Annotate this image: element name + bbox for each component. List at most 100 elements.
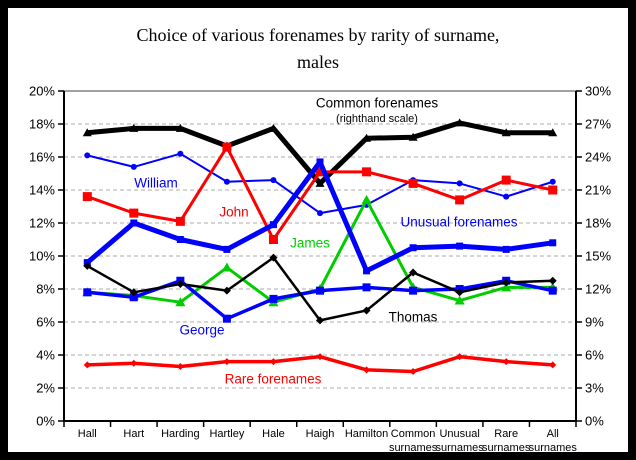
- series-marker-common-forenames: [175, 123, 185, 132]
- series-marker-unusual-forenames: [269, 221, 277, 229]
- right-axis-label: 15%: [585, 249, 611, 264]
- series-marker-john: [82, 192, 92, 202]
- x-axis-label: Haigh: [306, 428, 335, 440]
- x-axis-label: Common: [391, 428, 436, 440]
- series-marker-john: [408, 178, 418, 188]
- series-marker-george: [269, 294, 278, 303]
- series-marker-john: [315, 167, 325, 177]
- series-marker-james: [221, 262, 232, 272]
- left-axis-label: 18%: [29, 117, 55, 132]
- series-marker-john: [501, 175, 511, 185]
- series-marker-john: [268, 235, 278, 244]
- series-marker-william: [456, 180, 463, 187]
- left-axis-label: 14%: [29, 183, 55, 198]
- series-marker-george: [222, 314, 231, 323]
- series-label: Rare forenames: [225, 372, 322, 387]
- series-marker-william: [177, 150, 184, 157]
- series-label: Unusual forenames: [400, 215, 517, 230]
- series-marker-unusual-forenames: [549, 239, 557, 247]
- series-marker-thomas: [83, 261, 92, 270]
- x-axis-label: surnames: [482, 442, 531, 454]
- series-marker-george: [129, 293, 138, 302]
- series-marker-rare-forenames: [456, 353, 464, 361]
- series-marker-unusual-forenames: [130, 219, 138, 227]
- series-label: George: [179, 323, 224, 338]
- left-axis-label: 4%: [36, 348, 55, 363]
- series-marker-rare-forenames: [130, 359, 138, 367]
- series-marker-george: [548, 286, 557, 295]
- x-axis-label: surnames: [435, 442, 484, 454]
- series-marker-unusual-forenames: [316, 158, 324, 166]
- series-marker-william: [270, 177, 277, 184]
- series-marker-common-forenames: [455, 118, 465, 127]
- series-marker-thomas: [409, 268, 418, 277]
- x-axis-label: Hall: [78, 428, 97, 440]
- series-marker-rare-forenames: [409, 368, 417, 375]
- series-label: William: [134, 176, 178, 191]
- series-marker-thomas: [129, 288, 138, 297]
- series-marker-john: [455, 195, 465, 205]
- left-axis-label: 12%: [29, 216, 55, 231]
- series-marker-common-forenames: [362, 133, 372, 142]
- series-marker-rare-forenames: [316, 353, 324, 361]
- series-marker-common-forenames: [82, 128, 92, 137]
- series-marker-thomas: [502, 278, 511, 287]
- x-axis-label: surnames: [529, 442, 578, 454]
- right-axis-label: 30%: [585, 84, 611, 99]
- left-axis-label: 6%: [36, 315, 55, 330]
- series-marker-unusual-forenames: [456, 242, 464, 250]
- series-marker-james: [361, 194, 372, 204]
- series-marker-rare-forenames: [83, 361, 91, 369]
- left-axis-label: 20%: [29, 84, 55, 99]
- series-marker-john: [175, 216, 185, 226]
- x-axis-label: surnames: [389, 442, 438, 454]
- series-marker-common-forenames: [268, 123, 278, 132]
- series-marker-thomas: [176, 280, 185, 289]
- x-axis-label: Unusual: [439, 428, 479, 440]
- chart-title: Choice of various forenames by rarity of…: [8, 22, 628, 76]
- right-axis-label: 18%: [585, 216, 611, 231]
- series-marker-common-forenames: [408, 132, 418, 141]
- series-marker-george: [409, 286, 418, 295]
- series-marker-unusual-forenames: [409, 244, 417, 252]
- series-marker-rare-forenames: [363, 366, 371, 374]
- series-marker-thomas: [316, 316, 324, 325]
- series-marker-william: [84, 152, 91, 159]
- series-marker-thomas: [548, 276, 557, 285]
- right-axis-label: 12%: [585, 282, 611, 297]
- series-marker-john: [222, 142, 232, 152]
- series-marker-rare-forenames: [223, 358, 231, 366]
- series-marker-common-forenames: [129, 123, 139, 132]
- series-marker-unusual-forenames: [502, 245, 510, 253]
- series-marker-william: [317, 210, 323, 217]
- series-marker-rare-forenames: [502, 358, 510, 366]
- series-marker-john: [129, 208, 139, 218]
- left-axis-label: 0%: [36, 414, 55, 429]
- right-axis-label: 0%: [585, 414, 604, 429]
- series-label: James: [290, 236, 330, 251]
- series-marker-william: [549, 178, 556, 185]
- series-marker-rare-forenames: [176, 363, 184, 371]
- right-axis-label: 3%: [585, 381, 604, 396]
- series-label: Thomas: [389, 310, 438, 325]
- series-marker-james: [175, 297, 186, 307]
- series-marker-james: [501, 282, 512, 292]
- x-axis-label: All: [547, 428, 559, 440]
- series-marker-george: [362, 283, 371, 292]
- x-axis-label: Hamilton: [345, 428, 388, 440]
- left-axis-label: 10%: [29, 249, 55, 264]
- right-axis-label: 6%: [585, 348, 604, 363]
- series-marker-unusual-forenames: [363, 267, 371, 275]
- series-label: John: [219, 205, 248, 220]
- x-axis-label: Hale: [262, 428, 285, 440]
- right-axis-label: 21%: [585, 183, 611, 198]
- series-label: (righthand scale): [336, 113, 418, 125]
- left-axis-label: 8%: [36, 282, 55, 297]
- series-marker-thomas: [222, 286, 231, 295]
- left-axis-label: 16%: [29, 150, 55, 165]
- series-marker-william: [130, 163, 137, 170]
- series-marker-john: [362, 167, 372, 177]
- series-marker-john: [548, 185, 558, 195]
